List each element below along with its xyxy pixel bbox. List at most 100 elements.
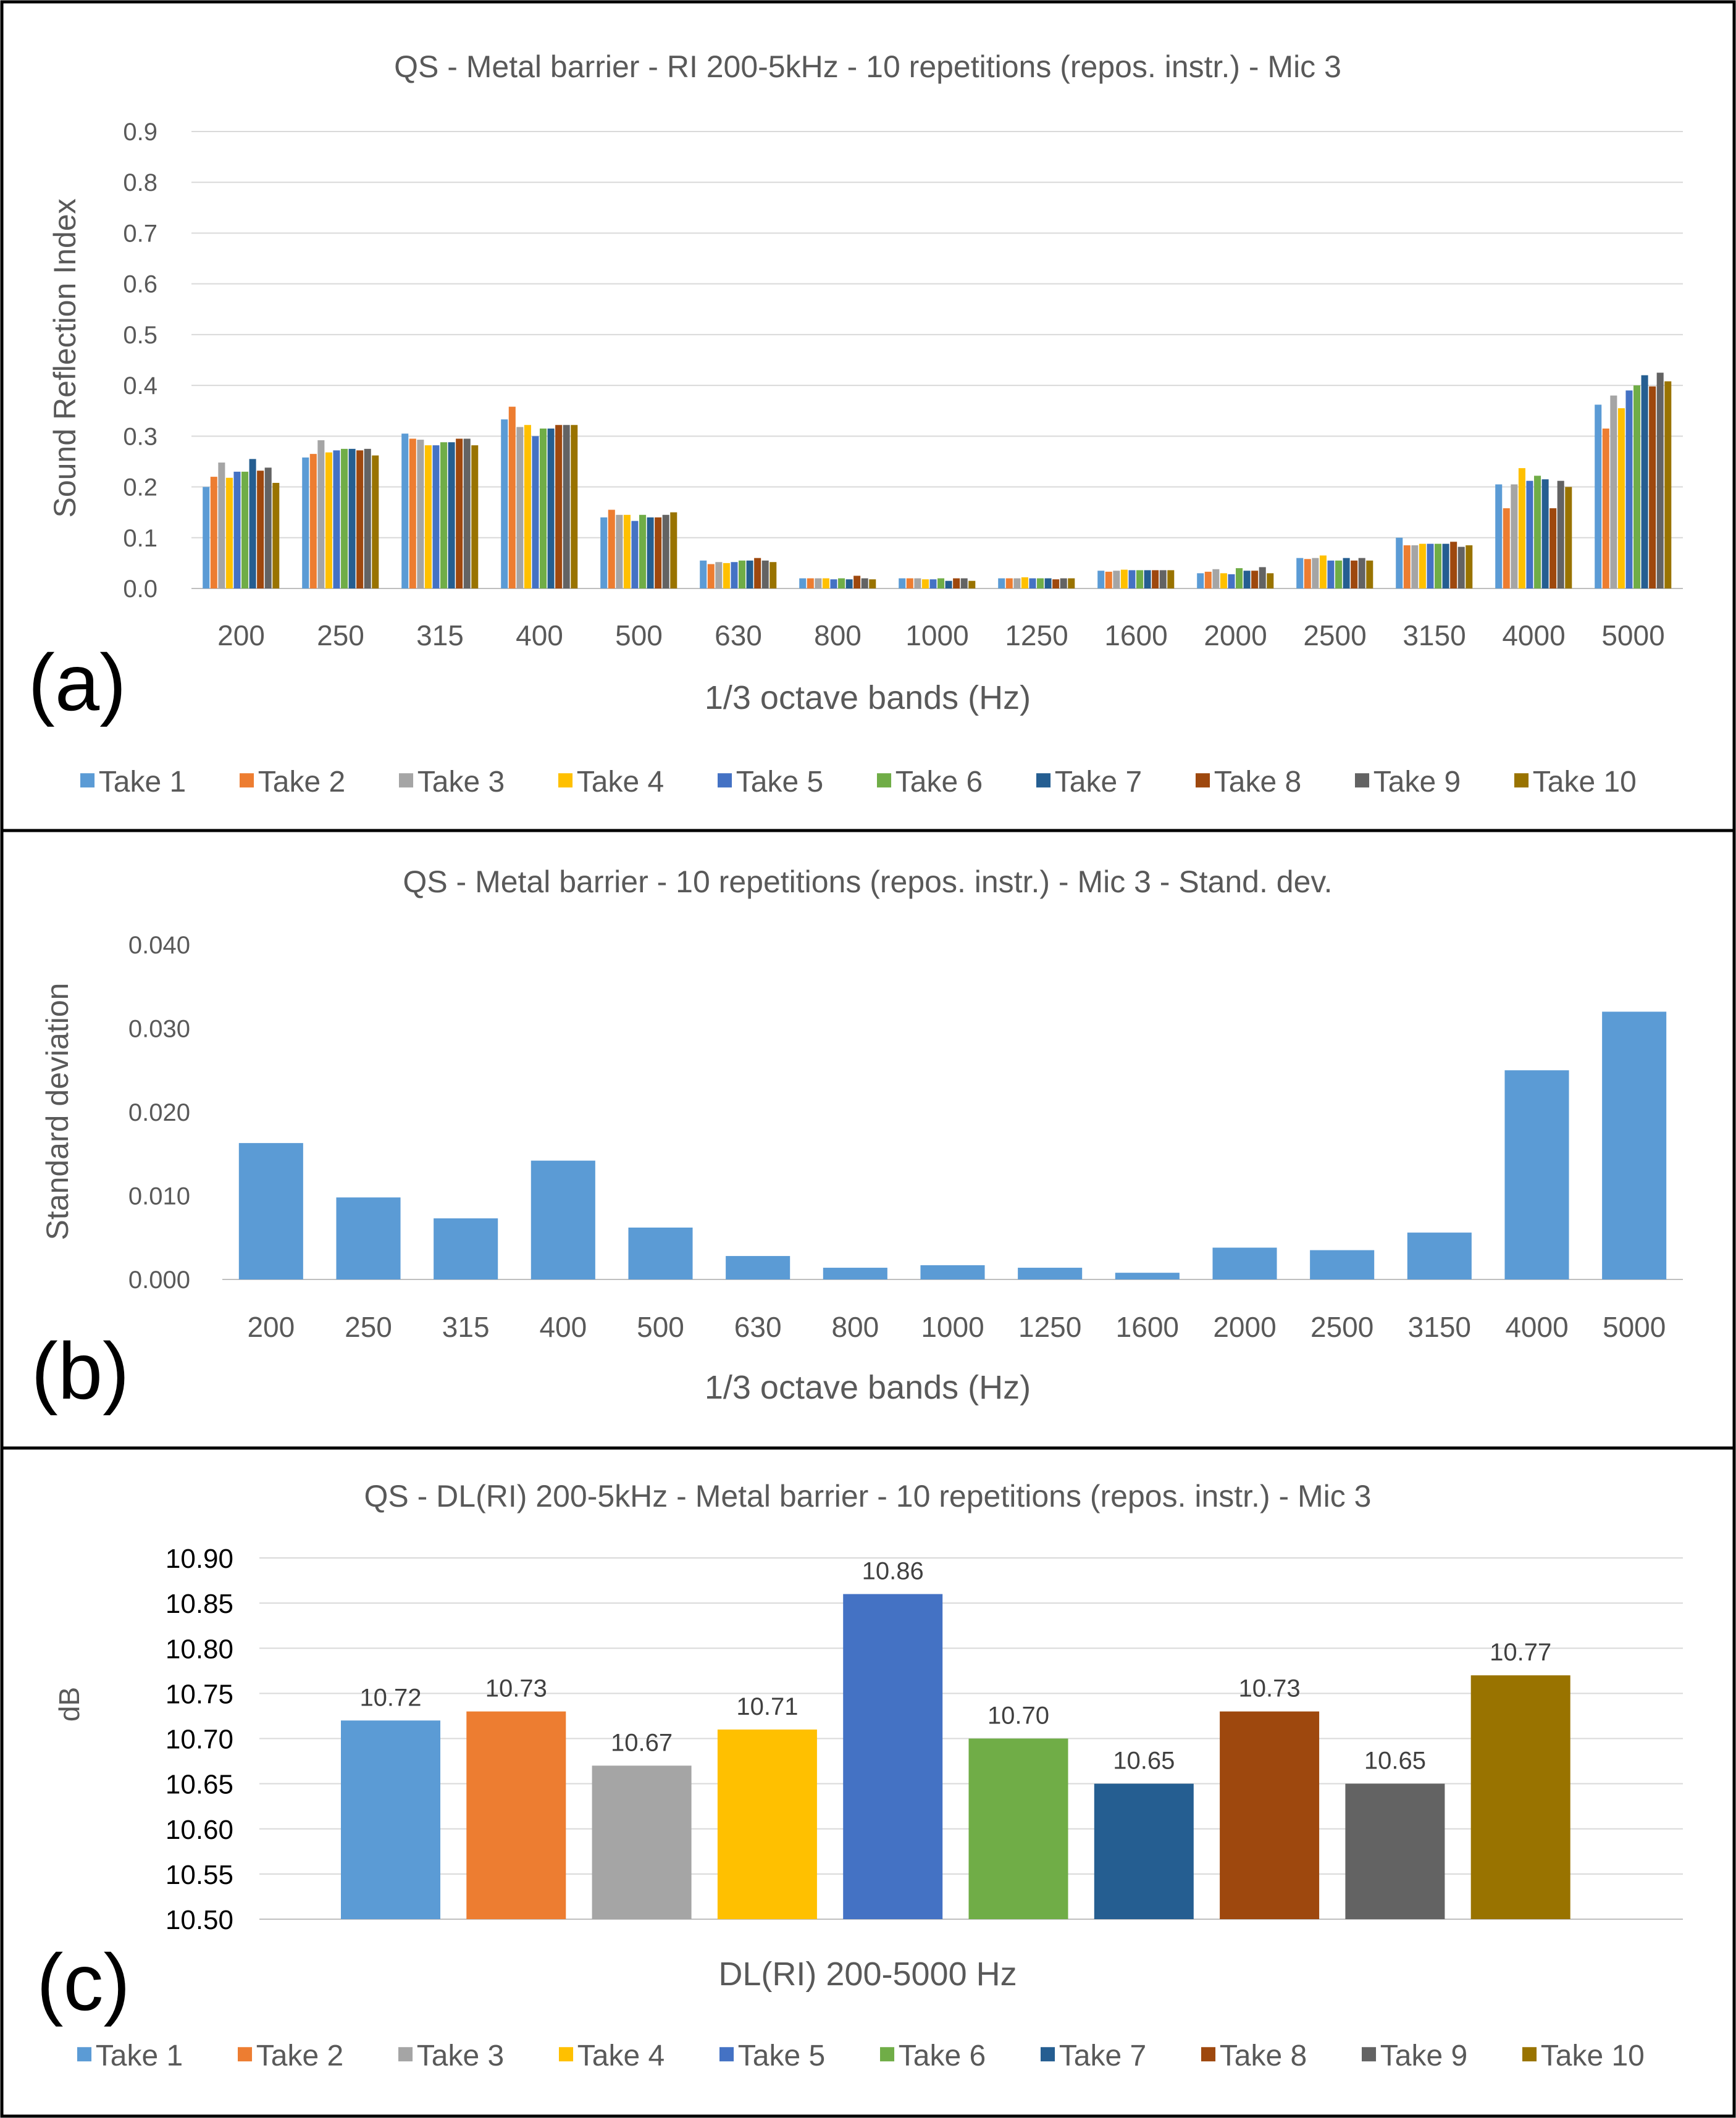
bar bbox=[1411, 545, 1419, 588]
x-tick-label: 630 bbox=[734, 1311, 782, 1343]
legend: Take 1 Take 2 Take 3 Take 4 Take 5 Take 6 Take… bbox=[80, 766, 1637, 798]
y-tick-label: 0.020 bbox=[128, 1099, 190, 1126]
y-tick-label: 0.3 bbox=[123, 423, 157, 450]
bar bbox=[623, 514, 631, 588]
x-tick-label: 800 bbox=[814, 619, 862, 651]
legend-swatch bbox=[1355, 773, 1370, 788]
bar bbox=[739, 560, 746, 588]
bar bbox=[1018, 1268, 1083, 1279]
bar bbox=[838, 578, 845, 588]
y-tick-label: 0.6 bbox=[123, 271, 157, 298]
bar bbox=[348, 448, 356, 588]
bar bbox=[1419, 543, 1426, 588]
data-label: 10.77 bbox=[1490, 1639, 1551, 1666]
bar bbox=[1335, 560, 1343, 588]
bar bbox=[264, 467, 272, 588]
bar bbox=[761, 560, 769, 588]
x-tick-label: 1600 bbox=[1104, 619, 1167, 651]
bar bbox=[1304, 559, 1311, 588]
y-tick-label: 0.4 bbox=[123, 372, 157, 400]
bar bbox=[670, 512, 677, 588]
legend-swatch bbox=[1201, 2047, 1216, 2062]
bar bbox=[1649, 386, 1656, 588]
bar bbox=[830, 579, 837, 588]
bar bbox=[238, 1143, 303, 1279]
x-tick-label: 630 bbox=[715, 619, 762, 651]
bar bbox=[1557, 480, 1564, 588]
x-axis-label: 1/3 octave bands (Hz) bbox=[705, 1369, 1031, 1406]
bar bbox=[325, 452, 332, 588]
x-tick-label: 3150 bbox=[1408, 1311, 1471, 1343]
bar bbox=[463, 438, 471, 588]
bar bbox=[655, 517, 662, 588]
bar bbox=[1595, 404, 1602, 588]
data-label: 10.73 bbox=[485, 1675, 547, 1702]
legend-label: Take 8 bbox=[1214, 766, 1301, 798]
bar bbox=[448, 442, 455, 588]
bar bbox=[540, 429, 547, 588]
bar bbox=[1403, 545, 1411, 588]
x-tick-label: 5000 bbox=[1601, 619, 1664, 651]
bar bbox=[1068, 578, 1075, 588]
legend-label: Take 10 bbox=[1541, 2040, 1645, 2072]
bar bbox=[1457, 546, 1465, 588]
bar bbox=[914, 578, 921, 588]
bar bbox=[302, 457, 309, 588]
y-tick-label: 10.60 bbox=[166, 1815, 233, 1845]
bar bbox=[210, 477, 217, 588]
legend-swatch bbox=[719, 2047, 734, 2062]
y-tick-label: 0.030 bbox=[128, 1016, 190, 1043]
data-label: 10.86 bbox=[862, 1558, 924, 1585]
bar bbox=[333, 450, 340, 588]
x-axis-label: DL(RI) 200-5000 Hz bbox=[718, 1956, 1017, 1993]
bar bbox=[233, 471, 241, 588]
bar bbox=[1120, 569, 1128, 588]
bar bbox=[631, 521, 639, 588]
bar bbox=[1228, 574, 1235, 588]
x-tick-label: 1000 bbox=[921, 1311, 984, 1343]
bar bbox=[1312, 558, 1319, 588]
x-tick-label: 2000 bbox=[1213, 1311, 1276, 1343]
bar bbox=[440, 442, 448, 588]
bar bbox=[921, 579, 929, 588]
x-tick-label: 400 bbox=[539, 1311, 587, 1343]
chart-title: QS - Metal barrier - RI 200-5kHz - 10 re… bbox=[394, 49, 1341, 84]
bar bbox=[563, 425, 570, 588]
bar bbox=[869, 579, 876, 588]
bar bbox=[218, 463, 225, 588]
bar bbox=[1343, 558, 1350, 588]
bar bbox=[1236, 568, 1243, 588]
bar bbox=[628, 1227, 693, 1279]
bar bbox=[746, 560, 753, 588]
bar bbox=[1144, 570, 1151, 588]
bar bbox=[1197, 573, 1204, 588]
legend-swatch bbox=[1196, 773, 1210, 788]
bar bbox=[1617, 408, 1625, 588]
legend-label: Take 9 bbox=[1380, 2040, 1467, 2072]
bar bbox=[953, 578, 960, 588]
x-tick-label: 315 bbox=[416, 619, 464, 651]
panel-label: (a) bbox=[28, 637, 127, 727]
bar bbox=[1296, 558, 1304, 588]
x-axis-label: 1/3 octave bands (Hz) bbox=[705, 679, 1031, 716]
bar bbox=[466, 1711, 566, 1919]
bar bbox=[723, 563, 730, 588]
bar bbox=[547, 429, 555, 588]
bar bbox=[203, 487, 210, 588]
bar bbox=[1128, 570, 1136, 588]
y-tick-label: 0.0 bbox=[123, 576, 157, 603]
y-tick-label: 0.040 bbox=[128, 932, 190, 959]
y-tick-label: 10.85 bbox=[166, 1589, 233, 1619]
legend-label: Take 1 bbox=[99, 766, 186, 798]
bar bbox=[1220, 1711, 1320, 1919]
bar bbox=[1610, 395, 1617, 588]
y-axis-label: Sound Reflection Index bbox=[48, 198, 82, 517]
bar bbox=[592, 1765, 692, 1919]
panel-label: (c) bbox=[36, 1937, 130, 2027]
x-tick-label: 1250 bbox=[1005, 619, 1068, 651]
bar bbox=[1526, 480, 1533, 588]
bar bbox=[341, 448, 348, 588]
bar bbox=[906, 578, 913, 588]
bar bbox=[1345, 1783, 1445, 1919]
